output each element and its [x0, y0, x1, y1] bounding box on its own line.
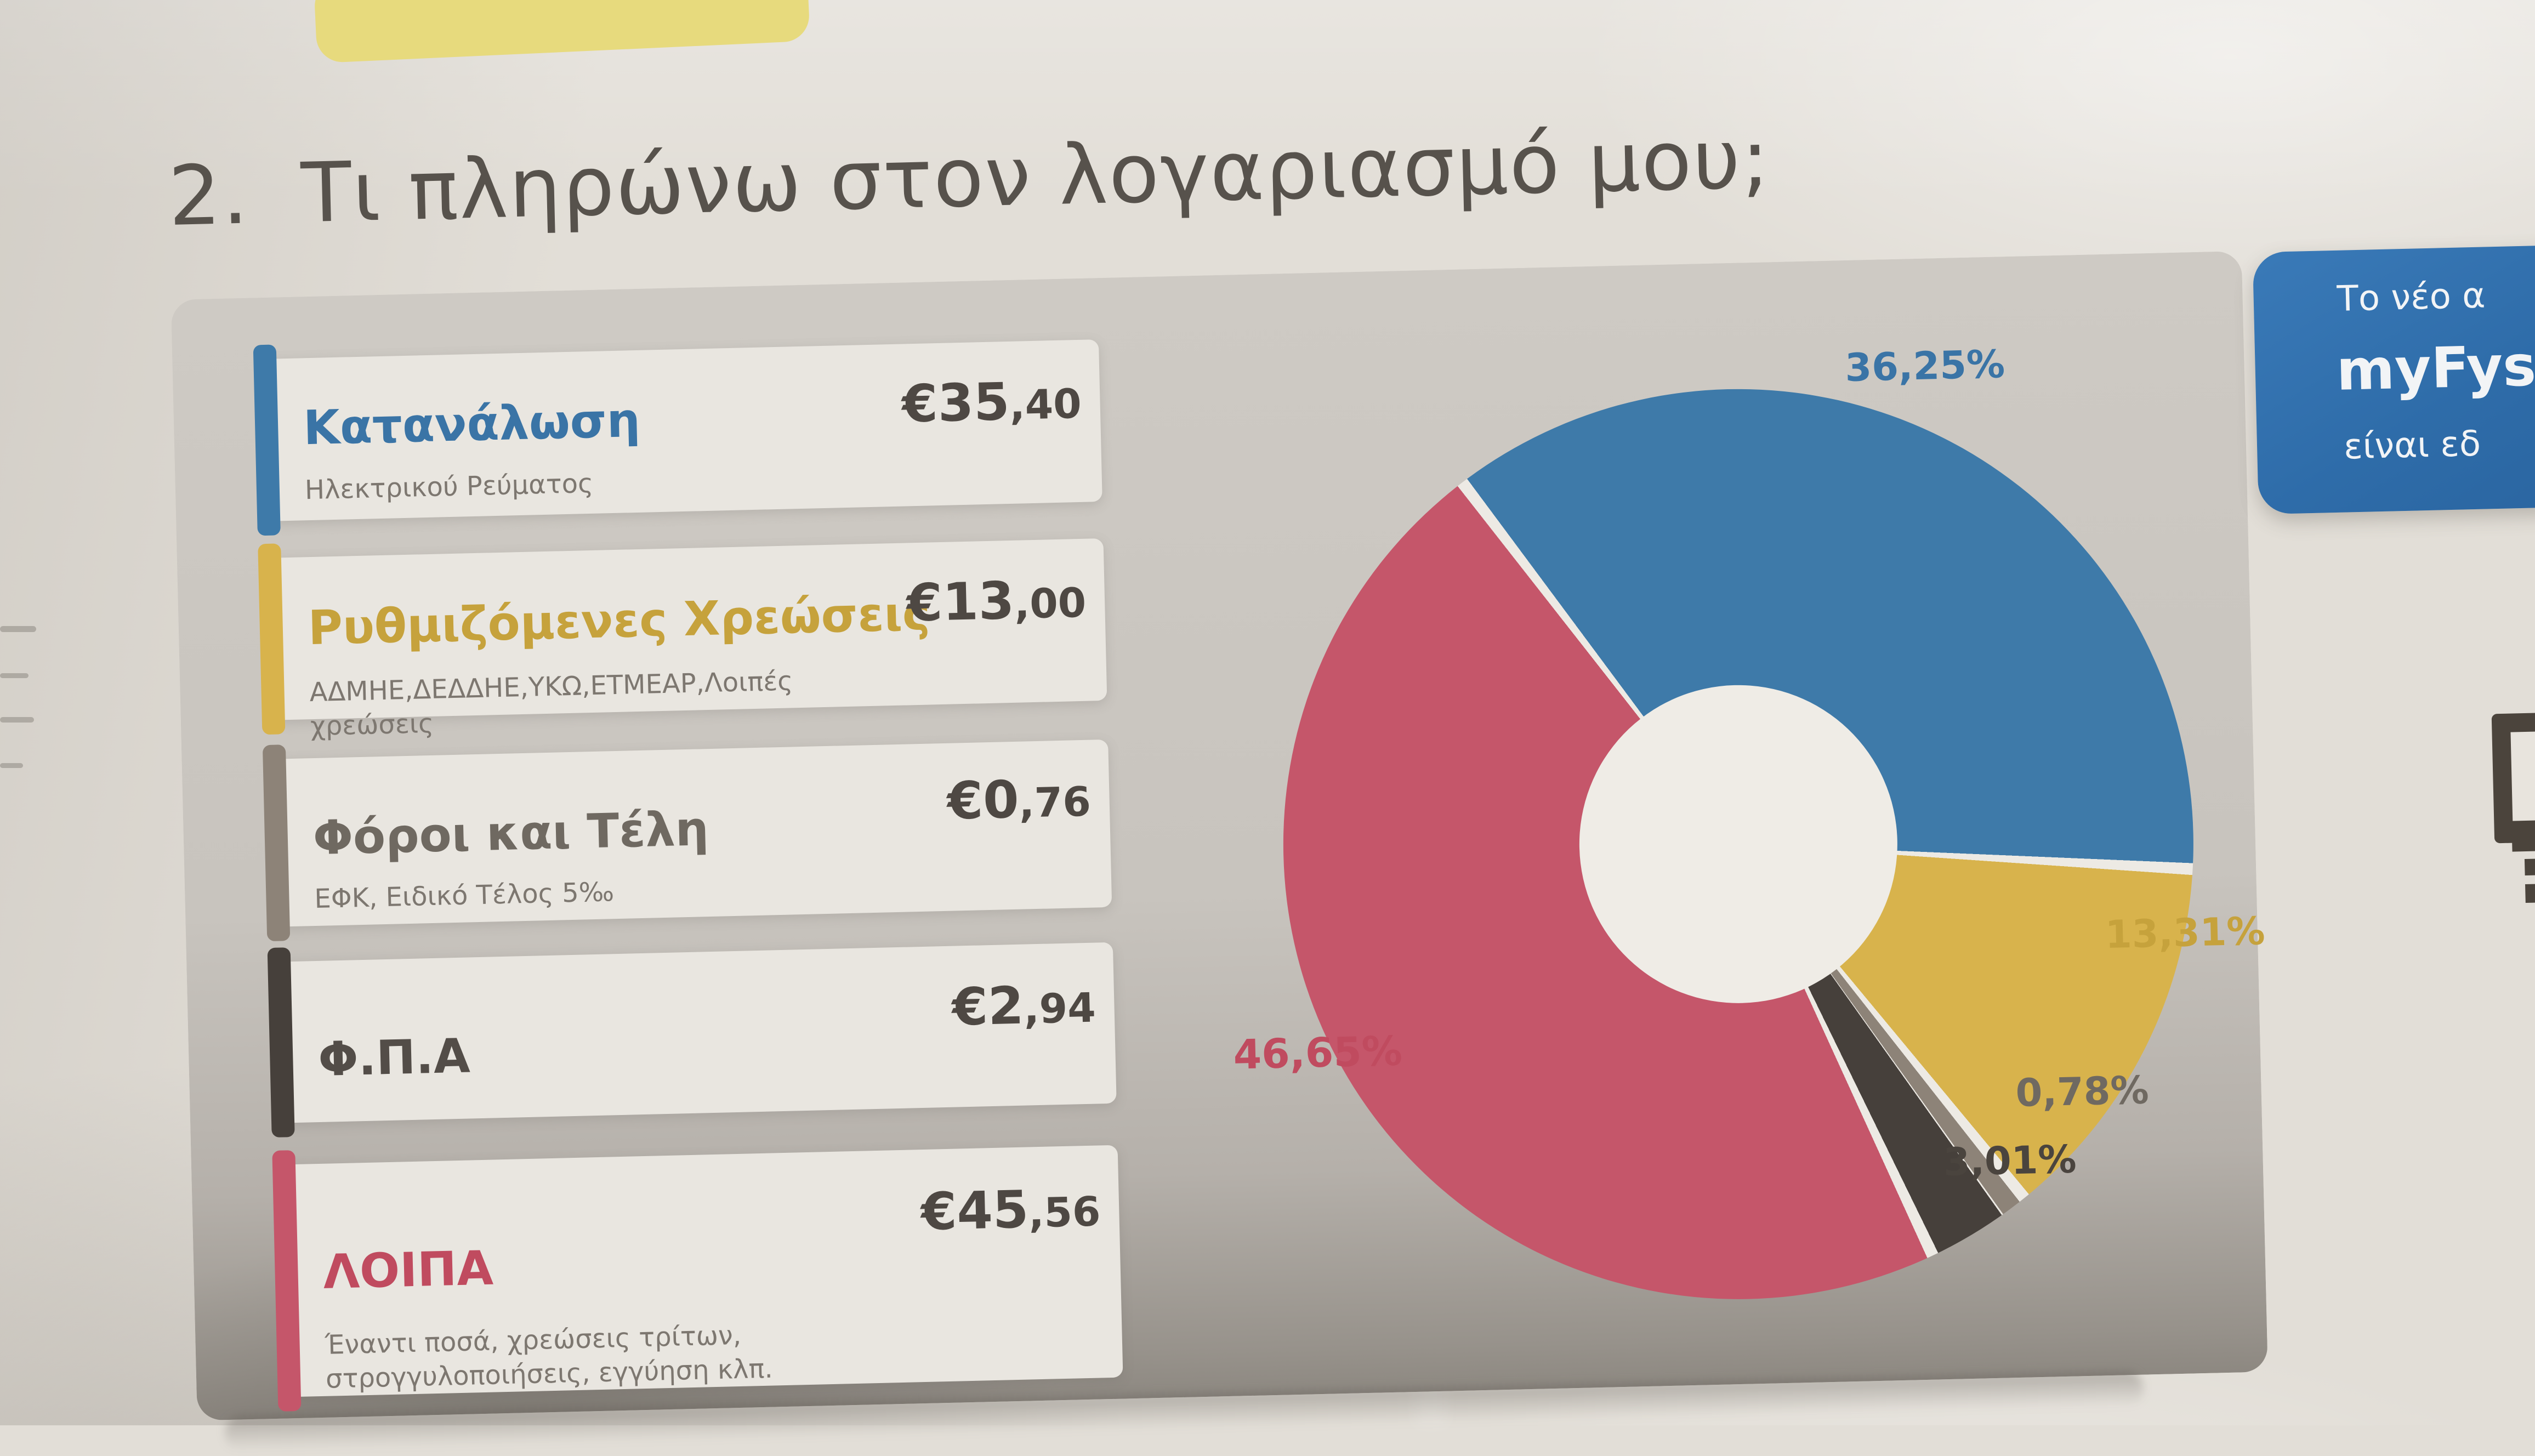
pie-label-vat: 3,01%	[1942, 1136, 2077, 1185]
qr-module-bar	[2511, 818, 2535, 852]
legend-item-amount: €0,76	[946, 770, 1092, 832]
legend-item-name: Ρυθμιζόμενες Χρεώσεις	[307, 586, 931, 656]
donut-hole	[1576, 681, 1901, 1007]
pie-label-consumption: 36,25%	[1844, 342, 2005, 390]
legend-item-consumption: Κατανάλωση Ηλεκτρικού Ρεύματος €35,40	[253, 339, 1102, 536]
legend-item-subtitle: ΕΦΚ, Ειδικό Τέλος 5‰	[314, 877, 615, 915]
section-title: Τι πληρώνω στον λογαριασμό μου;	[300, 111, 1771, 242]
legend-item-subtitle: ΑΔΜΗΕ,ΔΕΔΔΗΕ,ΥΚΩ,ΕΤΜΕΑΡ,Λοιπές χρεώσεις	[309, 666, 793, 742]
page-edge-mark	[0, 717, 34, 723]
legend-item-name: Κατανάλωση	[303, 393, 641, 456]
qr-code-fragment	[2489, 706, 2535, 1049]
legend-item-amount: €45,56	[920, 1180, 1101, 1243]
page-edge-mark	[0, 626, 36, 632]
legend-item-regulated-charges: Ρυθμιζόμενες Χρεώσεις ΑΔΜΗΕ,ΔΕΔΔΗΕ,ΥΚΩ,Ε…	[258, 538, 1107, 742]
legend-item-amount: €2,94	[951, 976, 1096, 1038]
legend-color-bar	[253, 344, 281, 536]
legend-item-subtitle: Έναντι ποσά, χρεώσεις τρίτων, στρογγυλοπ…	[325, 1320, 774, 1395]
legend-item-name: Φόροι και Τέλη	[312, 801, 710, 866]
legend-item-name: Φ.Π.Α	[317, 1028, 471, 1087]
page-edge-mark	[0, 763, 23, 768]
page-edge-mark	[0, 673, 29, 678]
legend-color-bar	[258, 543, 286, 735]
legend-item-subtitle: Ηλεκτρικού Ρεύματος	[304, 468, 594, 506]
legend-item-vat: Φ.Π.Α €2,94	[267, 942, 1117, 1138]
pie-label-regulated-charges: 13,31%	[2105, 908, 2266, 958]
banner-line-1: Το νέο α	[2336, 275, 2486, 320]
legend-item-other: ΛΟΙΠΑ Έναντι ποσά, χρεώσεις τρίτων, στρο…	[272, 1145, 1123, 1412]
section-number: 2.	[167, 147, 251, 244]
legend-item-amount: €35,40	[901, 372, 1082, 435]
legend-color-bar	[267, 947, 295, 1138]
legend-item-name: ΛΟΙΠΑ	[322, 1241, 494, 1300]
legend-color-bar	[262, 744, 291, 942]
pie-label-other: 46,65%	[1232, 1027, 1403, 1079]
qr-module-bar	[2525, 881, 2535, 903]
banner-brand-myfysikoaerio: myFysi	[2335, 333, 2535, 403]
banner-line-3: είναι εδ	[2343, 423, 2481, 468]
qr-module-bar	[2524, 856, 2535, 876]
legend-item-taxes-fees: Φόροι και Τέλη ΕΦΚ, Ειδικό Τέλος 5‰ €0,7…	[262, 739, 1112, 942]
page-title: 2. Τι πληρώνω στον λογαριασμό μου;	[167, 111, 1771, 244]
pie-label-taxes-fees: 0,78%	[2015, 1067, 2150, 1116]
legend-item-amount: €13,00	[906, 571, 1087, 634]
promo-banner: Το νέο α myFysi είναι εδ	[2252, 243, 2535, 515]
